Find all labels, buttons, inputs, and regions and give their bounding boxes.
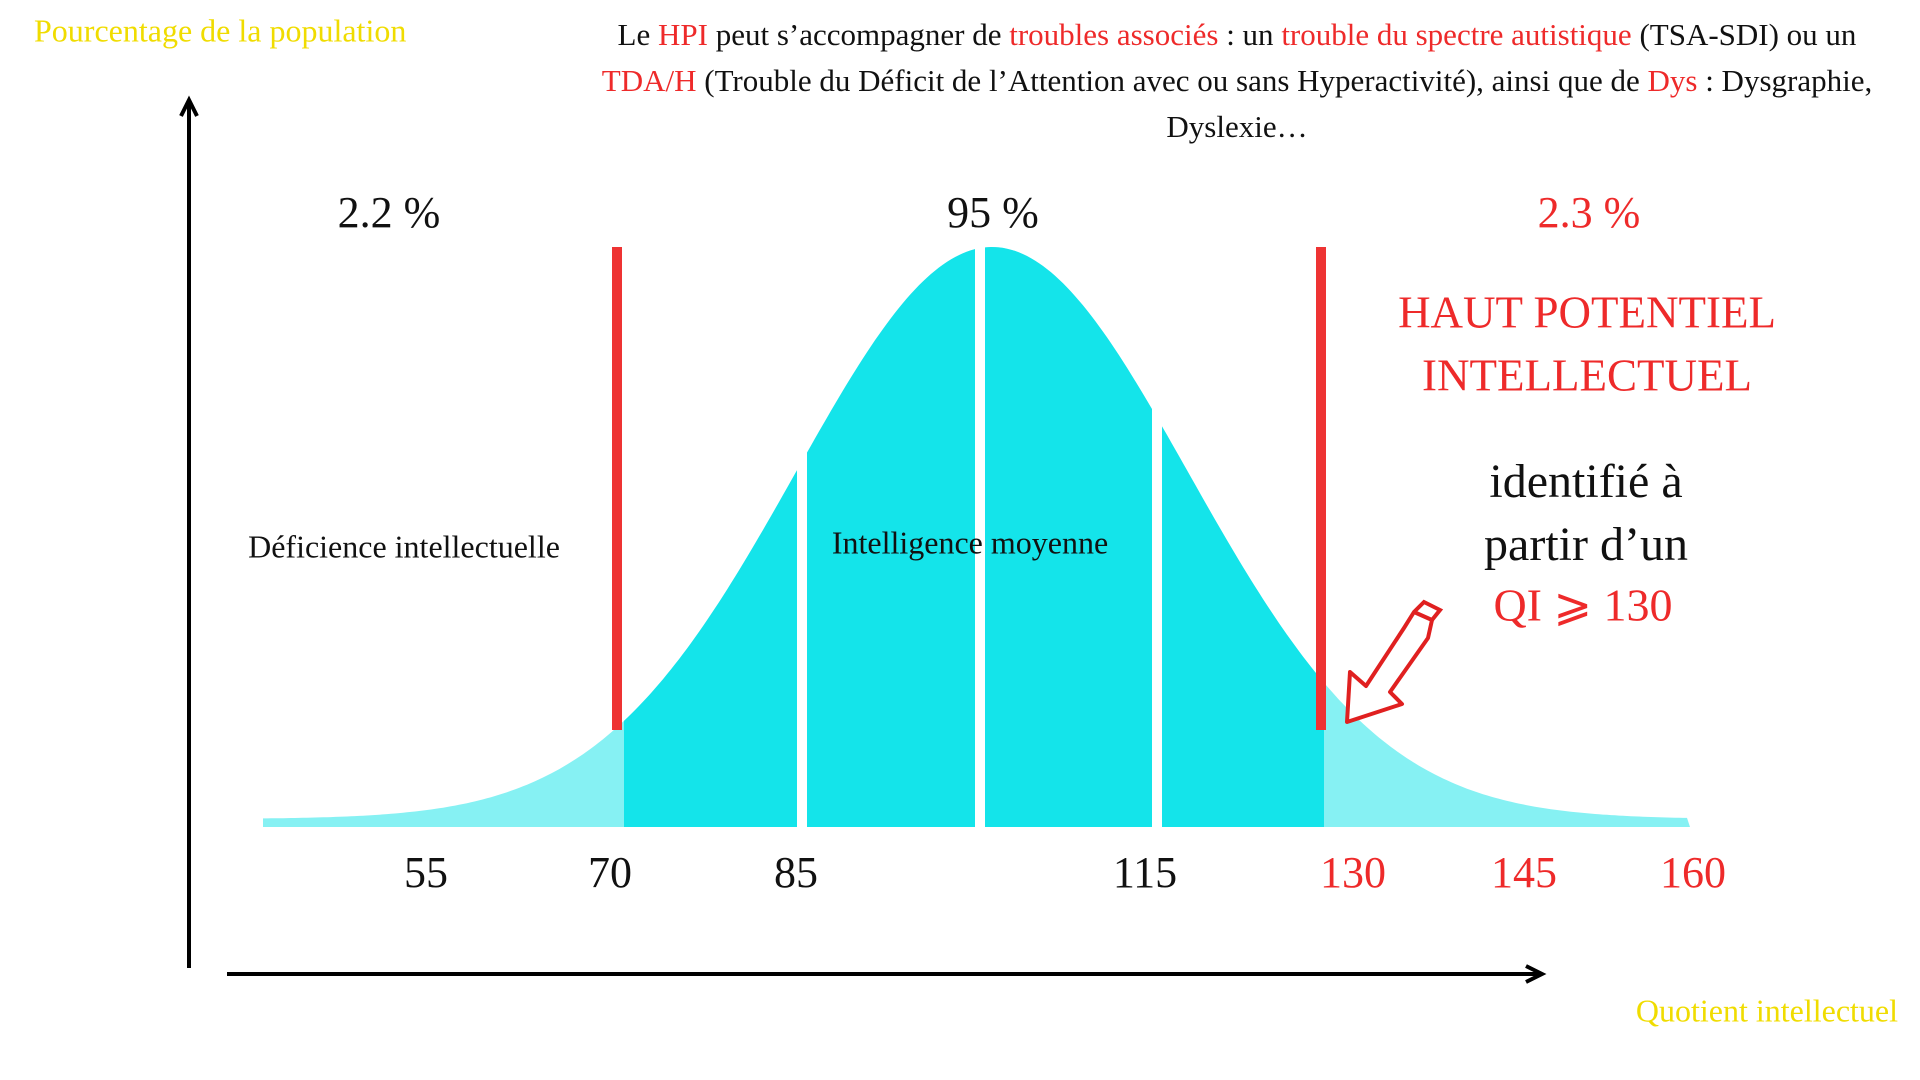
header-segment: Le [617,17,658,52]
x-tick-label: 145 [1491,848,1557,897]
header-segment: HPI [658,17,708,52]
header-segment: TDA/H [601,63,697,98]
header-text: Le HPI peut s’accompagner de troubles as… [570,12,1904,150]
hpi-note: partir d’un [1484,518,1688,571]
hpi-threshold: QI ⩾ 130 [1493,580,1672,631]
header-segment: troubles associés [1009,17,1219,52]
x-axis-label: Quotient intellectuel [1636,992,1898,1028]
x-tick-label: 55 [404,848,448,897]
curve-gap [975,230,985,830]
hpi-title: HAUT POTENTIEL [1398,287,1776,337]
bell-curve [263,230,1690,830]
hpi-title: INTELLECTUEL [1422,350,1752,400]
arrow-icon [1345,610,1434,724]
header-segment: (TSA-SDI) ou un [1631,17,1857,52]
region-label: Intelligence moyenne [832,524,1108,560]
percentage: 2.3 % [1538,188,1641,237]
x-axis-arrow [1525,964,1547,984]
x-tick-label: 115 [1113,848,1177,897]
header-segment: (Trouble du Déficit de l’Attention avec … [696,63,1648,98]
separator [612,247,622,730]
header-segment: peut s’accompagner de [707,17,1010,52]
hpi-note: identifié à [1489,455,1682,508]
curve-gap [1152,230,1162,830]
region-label: Déficience intellectuelle [248,528,560,564]
curve-gap [797,230,807,830]
percentage: 2.2 % [338,188,441,237]
header-segment: Dys [1647,63,1698,98]
x-tick-label: 130 [1320,848,1386,897]
header-segment: : Dysgraphie, Dyslexie… [1166,63,1873,144]
y-axis-arrow [179,95,199,117]
y-axis-label: Pourcentage de la population [34,12,406,48]
arrow-icon-edge [1412,599,1444,622]
header-segment: : un [1218,17,1282,52]
x-tick-label: 85 [774,848,818,897]
x-tick-label: 160 [1660,848,1726,897]
separator [1316,247,1326,730]
percentage: 95 % [947,188,1039,237]
x-tick-label: 70 [588,848,632,897]
header-segment: trouble du spectre autistique [1281,17,1632,52]
